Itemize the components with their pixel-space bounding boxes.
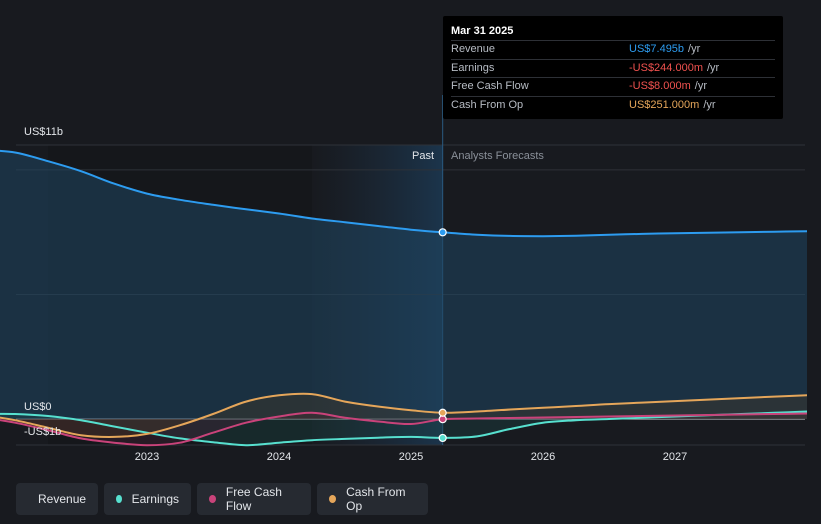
tooltip-label: Earnings	[451, 61, 495, 74]
tooltip-value: US$251.000m/yr	[629, 98, 716, 111]
x-tick-label-2026: 2026	[530, 451, 556, 463]
cash-from-op-line	[0, 392, 808, 438]
past-label: Past	[412, 150, 435, 162]
tooltip-row-earnings: Earnings -US$244.000m/yr	[451, 58, 775, 78]
legend-item-free-cash-flow[interactable]: Free Cash Flow	[197, 483, 311, 515]
tooltip: Mar 31 2025 Revenue US$7.495b/yr Earning…	[443, 16, 783, 119]
tooltip-label: Free Cash Flow	[451, 80, 529, 92]
revenue-line	[0, 149, 808, 238]
legend-label: Free Cash Flow	[225, 485, 282, 513]
tooltip-row-revenue: Revenue US$7.495b/yr	[451, 40, 775, 59]
y-tick-label-zero: US$0	[24, 401, 52, 413]
y-tick-label-top: US$11b	[24, 126, 63, 138]
forecast-label: Analysts Forecasts	[451, 150, 544, 162]
x-tick-label-2027: 2027	[662, 451, 688, 463]
tooltip-value: -US$244.000m/yr	[629, 61, 720, 74]
earnings-point	[438, 433, 447, 443]
cash-from-op-dot-icon	[329, 495, 337, 503]
legend-label: Cash From Op	[346, 485, 406, 513]
free-cash-flow-area	[0, 412, 807, 446]
tooltip-date: Mar 31 2025	[451, 25, 514, 37]
revenue-point	[438, 228, 447, 237]
legend-item-cash-from-op[interactable]: Cash From Op	[317, 483, 428, 515]
tooltip-value: -US$8.000m/yr	[629, 80, 707, 92]
x-tick-label-2024: 2024	[266, 451, 292, 463]
legend-label: Revenue	[38, 492, 87, 506]
x-tick-label-2023: 2023	[134, 451, 160, 463]
earnings-dot-icon	[116, 495, 122, 503]
tooltip-label: Cash From Op	[451, 98, 524, 111]
tooltip-value: US$7.495b/yr	[629, 43, 701, 55]
free-cash-flow-line	[0, 411, 808, 447]
revenue-area	[0, 150, 807, 419]
y-tick-label-bottom: -US$1b	[24, 426, 62, 438]
earnings-line	[0, 410, 808, 447]
tooltip-row-free-cash-flow: Free Cash Flow -US$8.000m/yr	[451, 77, 775, 96]
legend-item-revenue[interactable]: Revenue	[16, 483, 98, 515]
legend-label: Earnings	[131, 492, 179, 506]
legend-item-earnings[interactable]: Earnings	[104, 483, 191, 515]
cash-from-op-point	[438, 408, 447, 417]
legend: Revenue Earnings Free Cash Flow Cash Fro…	[16, 483, 428, 515]
x-tick-label-2025: 2025	[398, 451, 424, 463]
tooltip-row-cash-from-op: Cash From Op US$251.000m/yr	[451, 95, 775, 115]
free-cash-flow-dot-icon	[209, 495, 216, 503]
tooltip-label: Revenue	[451, 43, 496, 55]
